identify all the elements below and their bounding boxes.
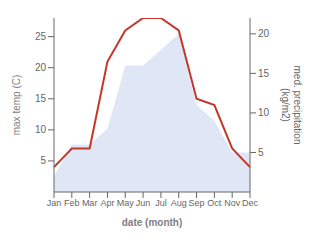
- svg-text:(kg/m2): (kg/m2): [280, 88, 291, 122]
- svg-text:25: 25: [35, 31, 47, 42]
- svg-text:Oct: Oct: [207, 198, 222, 208]
- svg-text:Aug: Aug: [171, 198, 187, 208]
- svg-text:15: 15: [35, 93, 47, 104]
- svg-text:Feb: Feb: [64, 198, 80, 208]
- svg-text:date (month): date (month): [122, 217, 183, 228]
- svg-text:Jan: Jan: [47, 198, 62, 208]
- svg-text:10: 10: [35, 124, 47, 135]
- svg-text:10: 10: [258, 107, 270, 118]
- svg-text:15: 15: [258, 68, 270, 79]
- svg-text:May: May: [117, 198, 135, 208]
- svg-text:20: 20: [35, 62, 47, 73]
- svg-text:5: 5: [258, 147, 264, 158]
- svg-text:med. precipitation: med. precipitation: [292, 66, 303, 145]
- svg-text:max temp (C): max temp (C): [11, 75, 22, 136]
- svg-text:Apr: Apr: [100, 198, 114, 208]
- svg-text:Sep: Sep: [189, 198, 205, 208]
- svg-text:5: 5: [40, 155, 46, 166]
- svg-text:Jun: Jun: [136, 198, 151, 208]
- svg-text:Jul: Jul: [155, 198, 167, 208]
- svg-text:Dec: Dec: [242, 198, 259, 208]
- svg-text:Mar: Mar: [82, 198, 98, 208]
- svg-text:Nov: Nov: [224, 198, 241, 208]
- svg-text:20: 20: [258, 28, 270, 39]
